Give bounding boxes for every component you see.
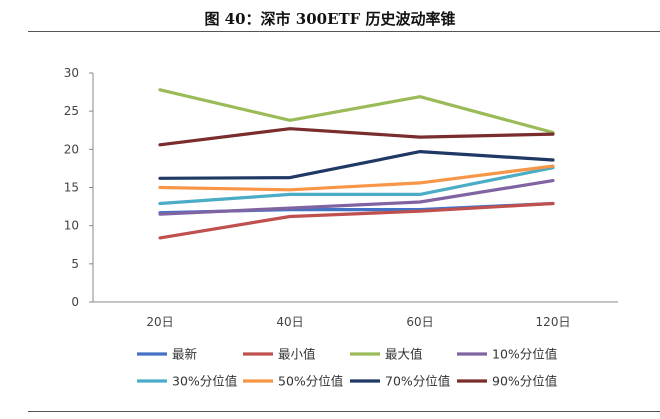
legend-item: 最小值 bbox=[243, 347, 316, 362]
series-line bbox=[158, 179, 555, 216]
y-tick-label: 0 bbox=[71, 295, 79, 309]
legend-label: 70%分位值 bbox=[385, 374, 450, 389]
series-line bbox=[158, 88, 555, 135]
series-line bbox=[158, 150, 555, 180]
legend-item: 90%分位值 bbox=[457, 374, 557, 389]
series-line bbox=[158, 201, 555, 240]
legend: 最新 最小值 最大值 10%分位值 30%分位值 50%分位值 70%分位值 90%分位值 bbox=[137, 347, 557, 389]
series-line bbox=[158, 164, 555, 192]
x-tick-label: 40日 bbox=[276, 315, 303, 329]
legend-item: 最大值 bbox=[350, 347, 423, 362]
series-line bbox=[158, 127, 555, 147]
legend-label: 90%分位值 bbox=[492, 374, 557, 389]
legend-item: 最新 bbox=[137, 347, 197, 362]
legend-item: 10%分位值 bbox=[457, 347, 557, 362]
bottom-divider bbox=[28, 411, 660, 412]
x-tick-label: 60日 bbox=[406, 315, 433, 329]
y-tick-label: 10 bbox=[64, 219, 79, 233]
y-tick-label: 15 bbox=[64, 181, 79, 195]
legend-label: 最新 bbox=[172, 347, 197, 362]
x-tick-label: 20日 bbox=[146, 315, 173, 329]
top-divider bbox=[28, 31, 660, 32]
legend-label: 50%分位值 bbox=[278, 374, 343, 389]
series-line bbox=[158, 166, 555, 206]
y-tick-label: 5 bbox=[71, 257, 79, 271]
legend-item: 70%分位值 bbox=[350, 374, 450, 389]
y-tick-label: 30 bbox=[64, 66, 79, 80]
legend-label: 最大值 bbox=[385, 347, 423, 362]
chart-title: 图 40：深市 300ETF 历史波动率锥 bbox=[204, 10, 456, 28]
y-tick-label: 20 bbox=[64, 142, 79, 156]
legend-item: 30%分位值 bbox=[137, 374, 237, 389]
series-lines bbox=[158, 88, 555, 240]
legend-label: 最小值 bbox=[278, 347, 316, 362]
y-tick-label: 25 bbox=[64, 104, 79, 118]
legend-label: 10%分位值 bbox=[492, 347, 557, 362]
x-tick-label: 120日 bbox=[536, 315, 571, 329]
legend-label: 30%分位值 bbox=[172, 374, 237, 389]
legend-item: 50%分位值 bbox=[243, 374, 343, 389]
axes: 0 5 10 15 20 25 30 20日 40日 60日 120日 bbox=[64, 66, 618, 329]
